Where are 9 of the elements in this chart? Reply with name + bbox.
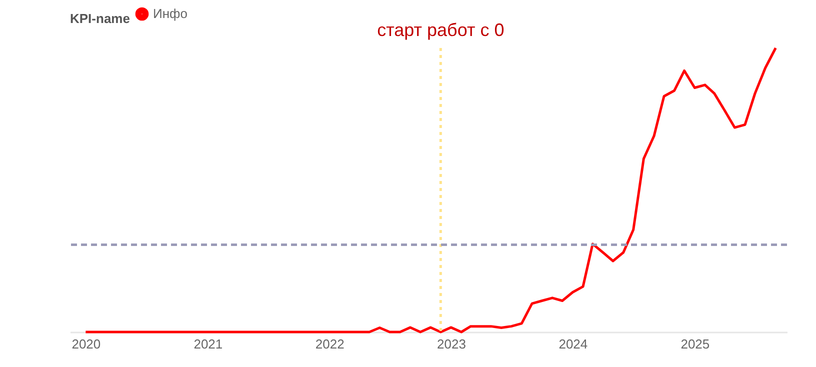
x-tick-label: 2024 — [558, 336, 588, 352]
x-tick-label: 2022 — [315, 336, 344, 352]
x-tick-label: 2020 — [72, 336, 101, 352]
x-tick-label: 2021 — [194, 336, 223, 352]
ref-line-label: старт работ с 0 — [377, 20, 504, 40]
x-tick-label: 2025 — [680, 336, 710, 352]
legend-label: Инфо — [153, 6, 188, 21]
x-tick-label: 2023 — [437, 336, 466, 352]
legend-title: KPI-name — [70, 11, 130, 26]
